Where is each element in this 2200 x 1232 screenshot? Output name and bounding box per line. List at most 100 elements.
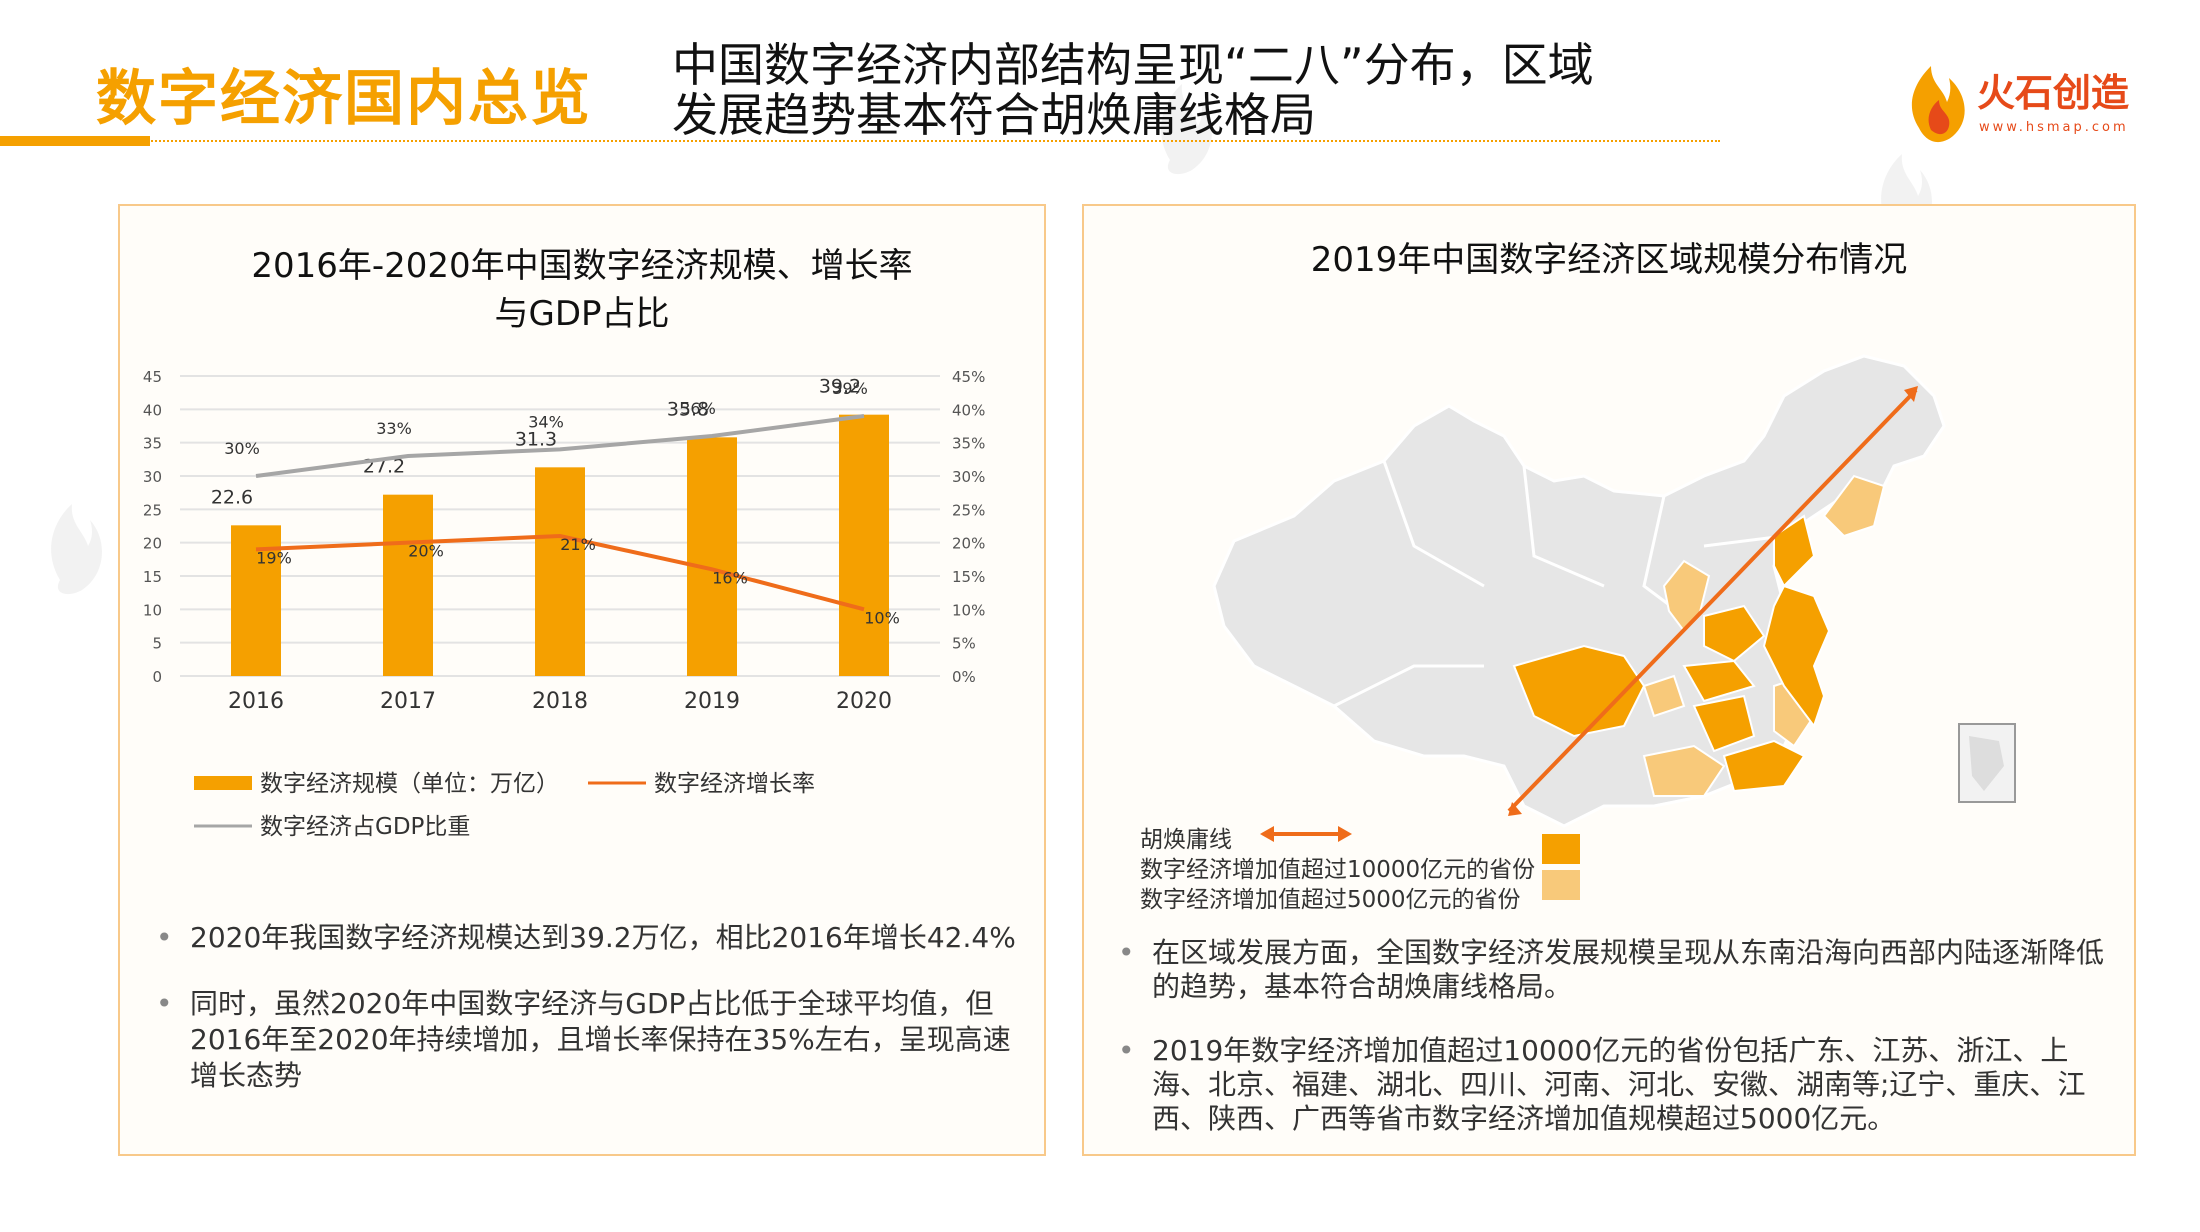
bar-2018 — [535, 467, 585, 676]
south-china-sea-inset — [1958, 723, 2016, 803]
chart-title: 2016年-2020年中国数字经济规模、增长率 与GDP占比 — [120, 242, 1044, 338]
y2-tick-label: 20% — [952, 535, 985, 553]
y-axis-ticks: 0 5 10 15 20 25 30 35 40 45 — [143, 368, 162, 686]
logo-name: 火石创造 — [1977, 71, 2130, 115]
y-tick-label: 10 — [143, 601, 162, 619]
y-tick-label: 30 — [143, 468, 162, 486]
legend-label-growth: 数字经济增长率 — [654, 771, 815, 797]
x-tick-label: 2017 — [380, 689, 436, 714]
chart-grid — [180, 375, 940, 677]
bar-value-label: 39.2 — [819, 376, 861, 398]
china-map — [1212, 354, 2016, 828]
y2-tick-label: 25% — [952, 501, 985, 519]
x-tick-label: 2019 — [684, 689, 740, 714]
growth-rate-label: 10% — [864, 608, 900, 627]
line-series — [255, 414, 865, 612]
map-title: 2019年中国数字经济区域规模分布情况 — [1310, 240, 1908, 280]
legend-hu-line-label: 胡焕庸线 — [1140, 827, 1232, 853]
y-tick-label: 35 — [143, 435, 162, 453]
x-tick-label: 2016 — [228, 689, 284, 714]
province-sichuan — [1512, 644, 1646, 738]
gdp-share-label: 34% — [528, 412, 564, 431]
bar-2020 — [839, 414, 889, 676]
gdp-share-label: 39% — [832, 379, 868, 398]
logo-url: www.hsmap.com — [1979, 120, 2129, 135]
line-gdp-share — [255, 414, 865, 478]
bar-value-label: 22.6 — [211, 486, 253, 508]
flame-icon — [1911, 66, 1965, 143]
y2-tick-label: 10% — [952, 601, 985, 619]
province-east-coast — [1762, 584, 1831, 729]
chart-title-line-2: 与GDP占比 — [494, 294, 670, 334]
growth-rate-label: 16% — [712, 568, 748, 587]
province-hubei — [1682, 659, 1756, 703]
company-logo: 火石创造 www.hsmap.com — [1905, 58, 2155, 148]
header-divider — [0, 140, 1720, 142]
chart-notes: 2020年我国数字经济规模达到39.2万亿，相比2016年增长42.4% 同时，… — [156, 920, 1016, 1124]
x-tick-label: 2020 — [836, 689, 892, 714]
y-tick-label: 0 — [152, 668, 162, 686]
x-axis-ticks: 2016 2017 2018 2019 2020 — [228, 689, 892, 714]
gdp-share-label: 30% — [224, 439, 260, 458]
note-2: 同时，虽然2020年中国数字经济与GDP占比低于全球平均值，但2016年至202… — [156, 986, 1016, 1094]
bar-value-label: 31.3 — [515, 428, 557, 450]
y2-axis-ticks: 0% 5% 10% 15% 20% 25% 30% 35% 40% 45% — [952, 368, 985, 686]
legend-level1-label: 数字经济增加值超过10000亿元的省份 — [1140, 857, 1536, 883]
legend-level1-swatch — [1542, 834, 1580, 864]
legend-level2-label: 数字经济增加值超过5000亿元的省份 — [1140, 887, 1521, 913]
province-henan — [1703, 604, 1766, 663]
map-note-1: 在区域发展方面，全国数字经济发展规模呈现从东南沿海向西部内陆逐渐降低的趋势，基本… — [1118, 936, 2108, 1004]
chart-legend: 数字经济规模（单位：万亿） 数字经济增长率 数字经济占GDP比重 — [194, 771, 815, 840]
legend-swatch-bar — [194, 776, 252, 790]
map-note-2: 2019年数字经济增加值超过10000亿元的省份包括广东、江苏、浙江、上海、北京… — [1118, 1034, 2108, 1136]
hu-line-arrow-sw — [1508, 802, 1522, 816]
y-tick-label: 45 — [143, 368, 162, 386]
province-borders — [1333, 460, 1785, 708]
bar-2019 — [687, 437, 737, 676]
note-1: 2020年我国数字经济规模达到39.2万亿，相比2016年增长42.4% — [156, 920, 1016, 956]
map-panel: 2019年中国数字经济区域规模分布情况 胡焕庸线 数字经济增加值超过10000亿… — [1082, 204, 2136, 1156]
province-guangxi — [1642, 744, 1726, 797]
headline: 中国数字经济内部结构呈现“二八”分布，区域 发展趋势基本符合胡焕庸线格局 — [672, 40, 1594, 140]
bar-2017 — [383, 494, 433, 676]
combo-chart: 0 5 10 15 20 25 30 35 40 45 0% 5% 10% 15% 20% 25% 30% 35… — [143, 368, 985, 840]
y2-tick-label: 15% — [952, 568, 985, 586]
map-notes: 在区域发展方面，全国数字经济发展规模呈现从东南沿海向西部内陆逐渐降低的趋势，基本… — [1118, 936, 2108, 1136]
headline-line-2: 发展趋势基本符合胡焕庸线格局 — [672, 88, 1316, 142]
y2-tick-label: 5% — [952, 635, 976, 653]
y2-tick-label: 35% — [952, 435, 985, 453]
chart-panel: 2016年-2020年中国数字经济规模、增长率 与GDP占比 0 5 10 15 20 2… — [118, 204, 1046, 1156]
double-arrow-icon — [1260, 826, 1352, 842]
legend-label-gdp: 数字经济占GDP比重 — [260, 814, 470, 840]
province-hebei — [1773, 514, 1816, 588]
gdp-share-label: 36% — [680, 399, 716, 418]
bar-labels: 22.627.231.335.839.2 — [211, 376, 861, 509]
growth-rate-label: 20% — [408, 542, 444, 561]
line-growth-rate — [255, 533, 865, 612]
legend-level2-swatch — [1542, 870, 1580, 900]
province-chongqing — [1642, 674, 1686, 718]
hu-line — [1507, 388, 1918, 813]
growth-rate-label: 19% — [256, 548, 292, 567]
bar-value-label: 35.8 — [667, 398, 709, 420]
y-tick-label: 15 — [143, 568, 162, 586]
y2-tick-label: 45% — [952, 368, 985, 386]
y2-tick-label: 0% — [952, 668, 976, 686]
y-tick-label: 20 — [143, 535, 162, 553]
y-tick-label: 25 — [143, 501, 162, 519]
section-title: 数字经济国内总览 — [96, 64, 592, 134]
map-base — [1212, 354, 1946, 828]
legend-label-bar: 数字经济规模（单位：万亿） — [260, 771, 559, 797]
province-guangdong — [1722, 739, 1806, 793]
y-tick-label: 40 — [143, 401, 162, 419]
x-tick-label: 2018 — [532, 689, 588, 714]
growth-rate-label: 21% — [560, 535, 596, 554]
line-labels: 30% 33% 34% 36% 39% 19% 20% 21% 16% 10% — [224, 379, 900, 627]
province-hunan — [1692, 694, 1756, 753]
y-tick-label: 5 — [152, 635, 162, 653]
inset-islands — [1969, 736, 2004, 791]
hu-line-arrow-ne — [1904, 386, 1918, 402]
y2-tick-label: 30% — [952, 468, 985, 486]
gdp-share-label: 33% — [376, 419, 412, 438]
headline-line-1: 中国数字经济内部结构呈现“二八”分布，区域 — [672, 38, 1594, 92]
